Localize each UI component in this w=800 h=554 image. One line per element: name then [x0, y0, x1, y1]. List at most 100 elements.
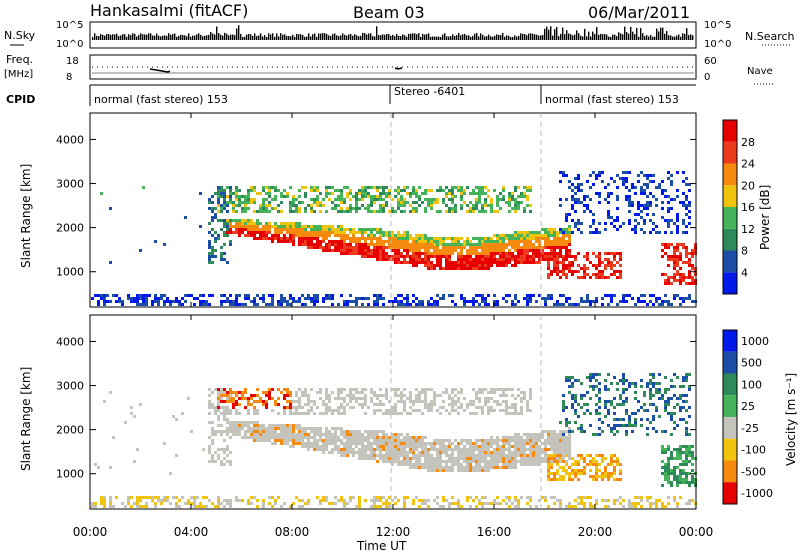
heatmap-cell — [457, 412, 460, 415]
heatmap-cell — [493, 466, 496, 469]
heatmap-cell — [316, 198, 319, 201]
heatmap-cell — [316, 297, 319, 300]
heatmap-cell — [568, 433, 571, 436]
heatmap-cell — [262, 189, 265, 192]
heatmap-cell — [406, 412, 409, 415]
heatmap-cell — [460, 198, 463, 201]
heatmap-cell — [652, 376, 655, 379]
heatmap-cell — [472, 460, 475, 463]
heatmap-cell — [331, 436, 334, 439]
heatmap-cell — [208, 243, 211, 246]
heatmap-cell — [277, 397, 280, 400]
heatmap-cell — [418, 445, 421, 448]
heatmap-cell — [319, 231, 322, 234]
heatmap-cell — [439, 439, 442, 442]
heatmap-cell — [439, 261, 442, 264]
nsky-bar — [280, 33, 282, 40]
heatmap-cell — [673, 276, 676, 279]
heatmap-cell — [478, 448, 481, 451]
heatmap-cell — [505, 400, 508, 403]
heatmap-cell — [400, 433, 403, 436]
heatmap-cell — [349, 300, 352, 303]
heatmap-cell — [223, 225, 226, 228]
heatmap-cell — [469, 469, 472, 472]
heatmap-cell — [349, 192, 352, 195]
heatmap-cell — [370, 198, 373, 201]
heatmap-cell — [514, 243, 517, 246]
heatmap-cell — [433, 303, 436, 306]
heatmap-cell — [511, 436, 514, 439]
heatmap-cell — [235, 427, 238, 430]
heatmap-cell — [517, 258, 520, 261]
heatmap-cell — [343, 186, 346, 189]
heatmap-cell — [589, 379, 592, 382]
heatmap-cell — [538, 246, 541, 249]
nsky-label: N.Sky — [4, 29, 36, 42]
heatmap-cell — [580, 397, 583, 400]
heatmap-cell — [634, 186, 637, 189]
heatmap-cell — [262, 198, 265, 201]
heatmap-cell — [475, 267, 478, 270]
heatmap-cell — [460, 249, 463, 252]
heatmap-cell — [511, 406, 514, 409]
heatmap-cell — [268, 231, 271, 234]
heatmap-cell — [271, 294, 274, 297]
heatmap-cell — [574, 409, 577, 412]
heatmap-cell — [397, 237, 400, 240]
heatmap-cell — [520, 436, 523, 439]
heatmap-cell — [493, 234, 496, 237]
heatmap-cell — [349, 204, 352, 207]
heatmap-cell — [448, 502, 451, 505]
heatmap-cell — [490, 246, 493, 249]
heatmap-cell — [379, 192, 382, 195]
heatmap-cell — [436, 454, 439, 457]
heatmap-cell — [328, 246, 331, 249]
heatmap-cell — [571, 195, 574, 198]
heatmap-cell — [502, 255, 505, 258]
heatmap-cell — [214, 216, 217, 219]
heatmap-cell — [676, 478, 679, 481]
heatmap-cell — [112, 505, 115, 508]
heatmap-cell — [277, 496, 280, 499]
heatmap-cell — [592, 183, 595, 186]
heatmap-cell — [400, 448, 403, 451]
heatmap-cell — [418, 246, 421, 249]
heatmap-cell — [544, 442, 547, 445]
heatmap-cell — [376, 258, 379, 261]
heatmap-cell — [547, 436, 550, 439]
heatmap-cell — [595, 273, 598, 276]
heatmap-cell — [451, 294, 454, 297]
heatmap-cell — [478, 255, 481, 258]
heatmap-cell — [496, 436, 499, 439]
heatmap-cell — [310, 430, 313, 433]
heatmap-cell — [658, 382, 661, 385]
nsky-bar — [174, 33, 176, 40]
heatmap-cell — [199, 505, 202, 508]
heatmap-cell — [250, 502, 253, 505]
heatmap-cell — [226, 201, 229, 204]
heatmap-cell — [502, 264, 505, 267]
heatmap-cell — [487, 445, 490, 448]
heatmap-cell — [448, 189, 451, 192]
heatmap-cell — [478, 237, 481, 240]
heatmap-cell — [511, 466, 514, 469]
heatmap-cell — [397, 454, 400, 457]
heatmap-cell — [415, 445, 418, 448]
heatmap-cell — [637, 297, 640, 300]
heatmap-cell — [385, 451, 388, 454]
heatmap-cell — [586, 195, 589, 198]
heatmap-cell — [481, 294, 484, 297]
heatmap-cell — [175, 496, 178, 499]
heatmap-cell — [664, 472, 667, 475]
heatmap-cell — [349, 189, 352, 192]
y-tick-label: 2000 — [56, 222, 84, 235]
nsky-bar — [264, 35, 266, 40]
nsky-bar — [438, 36, 440, 40]
heatmap-cell — [169, 300, 172, 303]
heatmap-cell — [325, 391, 328, 394]
heatmap-cell — [526, 252, 529, 255]
heatmap-cell — [484, 451, 487, 454]
heatmap-cell — [325, 234, 328, 237]
heatmap-cell — [304, 228, 307, 231]
heatmap-cell — [400, 445, 403, 448]
